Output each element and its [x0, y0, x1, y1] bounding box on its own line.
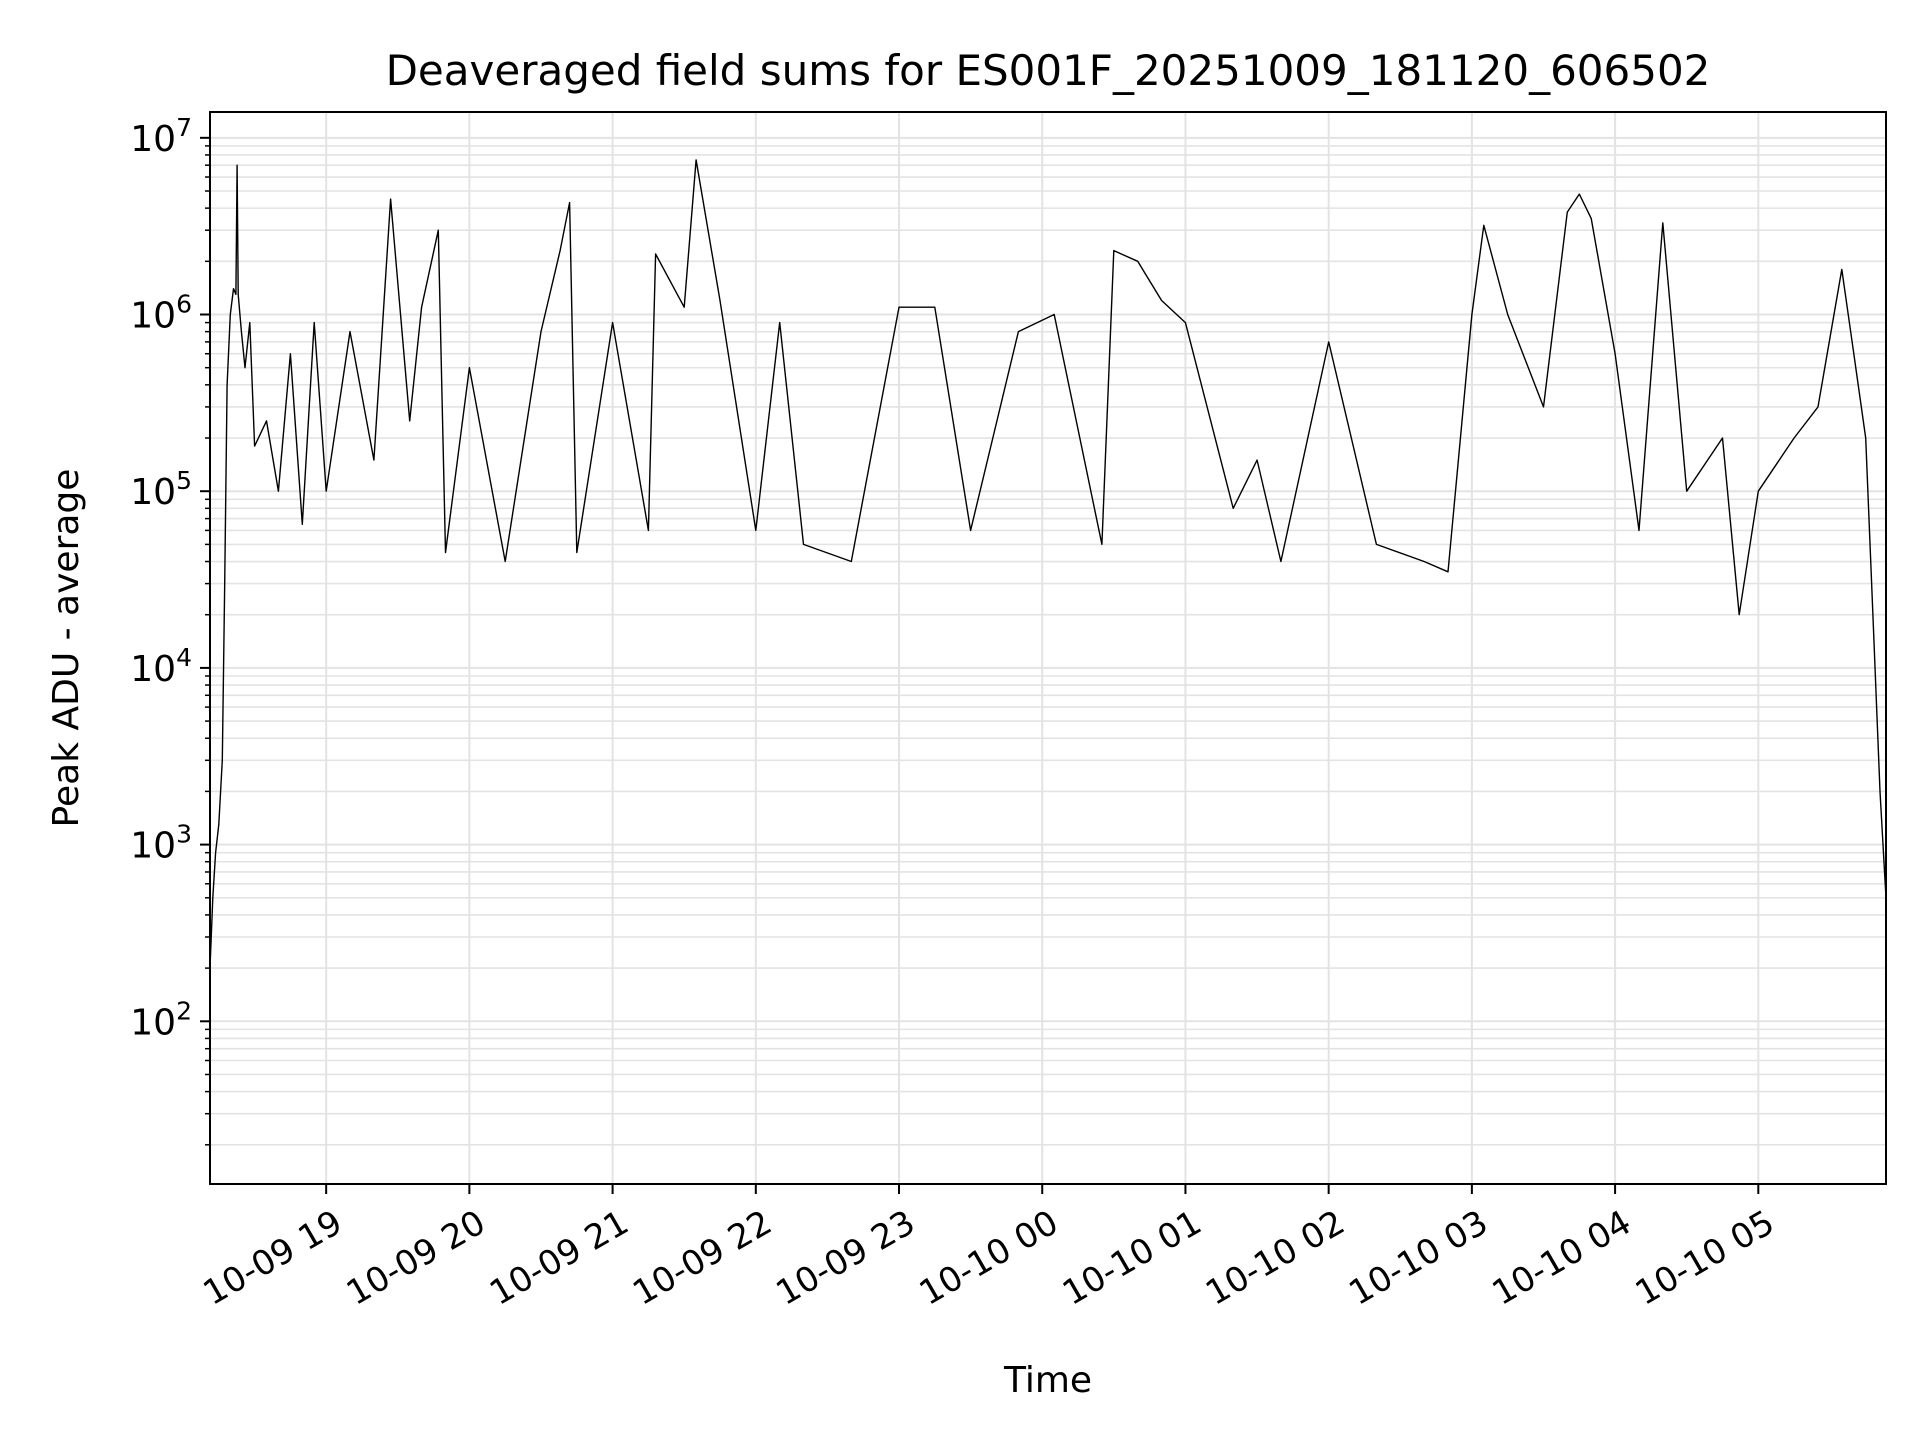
y-tick-label: 102: [130, 996, 192, 1043]
grid-lines: [210, 112, 1886, 1184]
y-axis: 102 103 104 105 106 107: [130, 113, 210, 1146]
plot-area-frame: [209, 111, 1887, 1185]
y-tick-label: 106: [130, 290, 192, 337]
y-tick-label: 107: [130, 113, 192, 160]
series-layer: [209, 159, 1887, 969]
x-axis-label: Time: [1003, 1360, 1092, 1401]
series-line: [209, 159, 1887, 969]
y-tick-label: 103: [130, 820, 192, 867]
chart-title: Deaveraged field sums for ES001F_2025100…: [386, 46, 1711, 95]
y-tick-label: 105: [130, 466, 192, 513]
y-tick-label: 104: [130, 643, 192, 690]
y-axis-label: Peak ADU - average: [46, 469, 87, 828]
